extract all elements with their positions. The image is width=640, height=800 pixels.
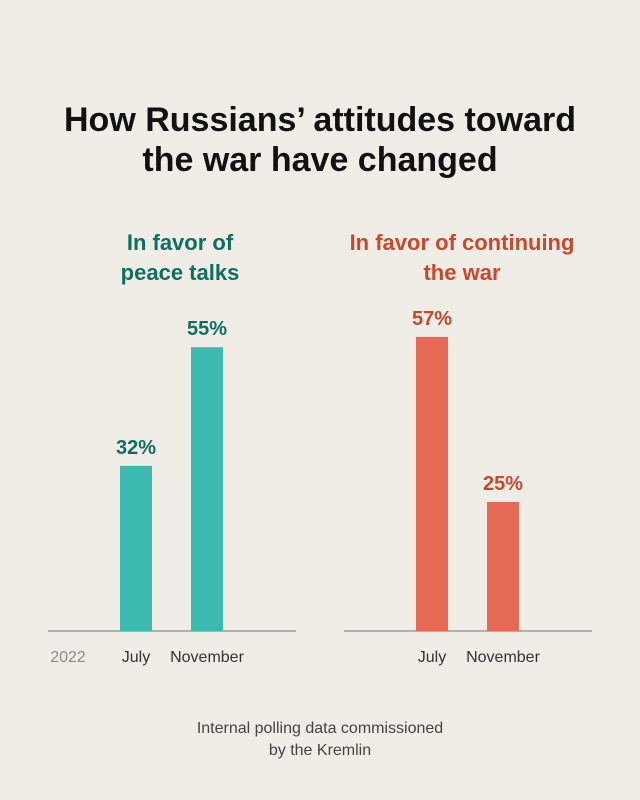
footer-line-2: by the Kremlin (268, 742, 372, 759)
peace-talks-panel-title: In favor of peace talks (30, 228, 330, 288)
continue-war-value-label-july: 57% (412, 308, 452, 330)
peace-talks-bar-july (120, 465, 152, 631)
continue-war-category-label-november: November (466, 649, 540, 666)
chart-title-line-1: How Russians’ attitudes toward (64, 101, 576, 139)
continue-war-value-label-november: 25% (483, 473, 523, 495)
peace-talks-value-label-november: 55% (187, 318, 227, 340)
peace-talks-bar-november (191, 347, 223, 631)
chart-title-line-2: the war have changed (142, 141, 498, 179)
footer-note: Internal polling data commissioned by th… (0, 718, 640, 762)
continue-war-bar-july (416, 336, 448, 631)
continue-war-category-label-july: July (418, 649, 446, 666)
peace-talks-title-line-1: In favor of (126, 230, 234, 255)
continue-war-panel-title: In favor of continuing the war (312, 228, 612, 288)
peace-talks-title-line-2: peace talks (120, 260, 240, 285)
peace-talks-category-label-july: July (122, 649, 150, 666)
continue-war-title-line-1: In favor of continuing (349, 230, 575, 255)
continue-war-bar-november (487, 502, 519, 631)
peace-talks-category-label-november: November (170, 649, 244, 666)
footer-line-1: Internal polling data commissioned (196, 720, 444, 737)
year-label: 2022 (50, 649, 86, 666)
continue-war-title-line-2: the war (423, 260, 501, 285)
peace-talks-value-label-july: 32% (116, 437, 156, 459)
chart-title: How Russians’ attitudes toward the war h… (0, 100, 640, 180)
